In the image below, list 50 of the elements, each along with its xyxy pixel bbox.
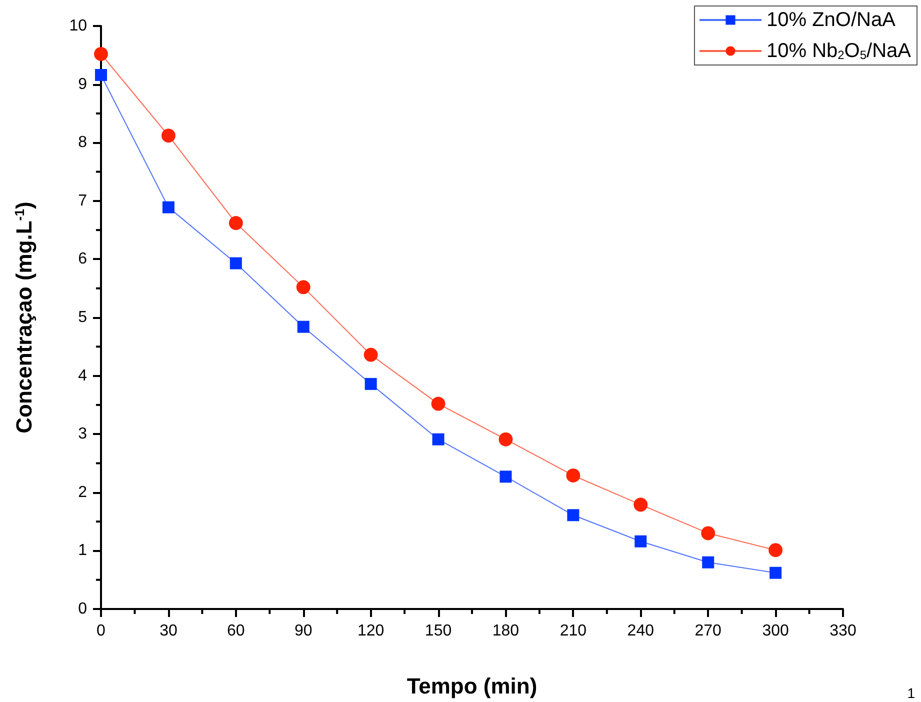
point xyxy=(230,257,242,270)
point xyxy=(296,280,310,294)
x-tick-label: 60 xyxy=(227,622,245,640)
point xyxy=(161,128,176,143)
y-tick-label: 3 xyxy=(78,426,88,443)
x-axis-title: Tempo (min) xyxy=(406,674,538,698)
y-tick-label: 8 xyxy=(78,134,88,152)
x-tick-label: 180 xyxy=(492,622,520,640)
point xyxy=(364,378,377,390)
y-tick-label: 0 xyxy=(78,600,88,618)
x-tick-label: 270 xyxy=(694,622,722,640)
point xyxy=(95,68,107,81)
point xyxy=(634,498,648,512)
y-tick-label: 5 xyxy=(78,309,88,326)
x-tick-label: 300 xyxy=(762,622,789,640)
point xyxy=(768,543,783,558)
point xyxy=(770,566,782,579)
point xyxy=(500,470,512,483)
y-tick-label: 6 xyxy=(78,250,88,268)
legend-label: 10% Nb2O5/NaA xyxy=(766,40,912,62)
point xyxy=(297,320,310,333)
y-tick-label: 4 xyxy=(78,367,88,384)
y-tick-label: 2 xyxy=(78,484,88,501)
y-tick-label: 9 xyxy=(78,76,88,93)
text: 1 xyxy=(907,685,916,701)
point xyxy=(228,216,243,230)
y-tick-label: 1 xyxy=(78,542,88,560)
y-tick-label: 10 xyxy=(69,18,88,34)
point xyxy=(162,201,174,214)
point xyxy=(431,396,446,411)
point xyxy=(432,433,444,446)
legend-label: 10% ZnO/NaA xyxy=(766,9,896,31)
point xyxy=(634,535,647,548)
y-axis-title: Concentraçao (mg.L-1) xyxy=(12,202,36,434)
point xyxy=(364,348,378,362)
point xyxy=(498,432,513,446)
point xyxy=(566,468,580,482)
point xyxy=(94,46,108,61)
x-tick-label: 30 xyxy=(160,622,178,640)
y-tick-label: 7 xyxy=(78,192,88,210)
x-tick-label: 210 xyxy=(560,622,587,640)
x-tick-label: 120 xyxy=(357,622,384,640)
x-tick-label: 240 xyxy=(627,622,654,640)
x-tick-label: 330 xyxy=(830,622,856,640)
x-tick-label: 150 xyxy=(424,622,452,640)
point xyxy=(567,509,580,522)
point xyxy=(701,526,716,540)
x-tick-label: 90 xyxy=(294,622,312,640)
point xyxy=(702,556,714,568)
x-tick-label: 0 xyxy=(96,622,106,640)
